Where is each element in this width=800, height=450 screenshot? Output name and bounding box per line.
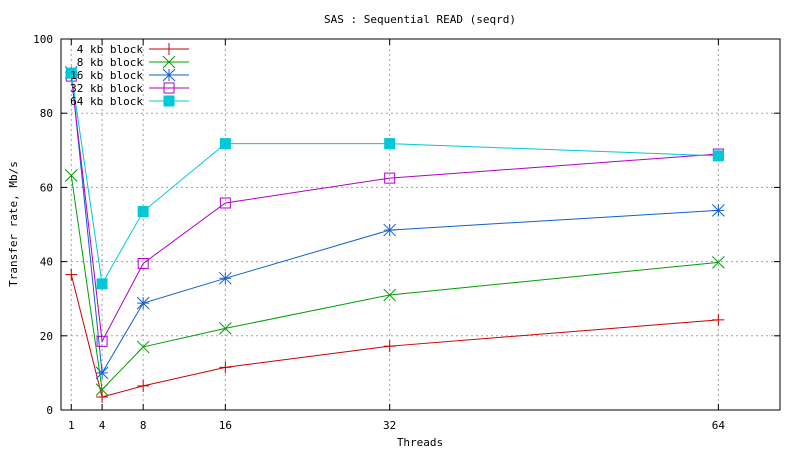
series-line: [70, 73, 719, 286]
data-point-cross: [162, 55, 176, 69]
x-tick-label: 64: [712, 419, 726, 432]
data-point-filled-square: [712, 150, 724, 162]
x-axis-label: Threads: [397, 436, 443, 449]
y-tick-label: 20: [40, 330, 53, 343]
data-point-filled-square: [384, 138, 396, 150]
series: [64, 169, 725, 396]
data-point-plus: [137, 379, 150, 392]
data-point-cross: [218, 322, 232, 335]
series: [65, 67, 724, 290]
x-tick-label: 4: [99, 419, 106, 432]
legend-label: 64 kb block: [70, 95, 143, 108]
data-point-star: [383, 223, 397, 237]
axis-ticks: 0 20 40 60 80 100 1 4 8 16 32 64: [33, 33, 780, 432]
data-point-plus: [219, 361, 232, 374]
legend-label: 4 kb block: [77, 43, 144, 56]
data-point-star: [712, 204, 725, 217]
data-point-star: [95, 366, 109, 380]
data-point-filled-square: [137, 206, 149, 218]
legend-label: 32 kb block: [70, 82, 143, 95]
legend-item: 32 kb block: [70, 82, 189, 95]
data-point-cross: [136, 340, 150, 354]
legend-item: 16 kb block: [70, 68, 189, 82]
series-line: [70, 76, 719, 344]
data-point-cross: [712, 255, 725, 269]
legend-item: 4 kb block: [77, 43, 189, 56]
data-point-cross: [95, 383, 109, 396]
data-point-plus: [96, 391, 109, 404]
data-point-plus: [712, 313, 725, 326]
data-point-open-square: [219, 197, 231, 209]
data-point-open-square: [384, 172, 396, 184]
x-tick-label: 16: [219, 419, 232, 432]
y-tick-label: 0: [46, 404, 53, 417]
data-point-plus: [383, 340, 396, 353]
data-point-plus: [65, 268, 78, 281]
y-tick-label: 80: [40, 107, 53, 120]
y-axis-label: Transfer rate, Mb/s: [7, 161, 20, 287]
legend-label: 8 kb block: [77, 56, 144, 69]
data-point-cross: [383, 288, 397, 302]
x-tick-label: 32: [383, 419, 396, 432]
legend-label: 16 kb block: [70, 69, 143, 82]
series-line: [70, 72, 719, 375]
plot-frame: [60, 38, 781, 411]
x-tick-label: 1: [68, 419, 75, 432]
series-line: [70, 274, 719, 398]
data-point-star: [218, 271, 232, 285]
y-tick-label: 40: [40, 256, 53, 269]
series: [64, 66, 725, 380]
data-point-plus: [163, 43, 175, 55]
data-point-open-square: [163, 82, 175, 94]
data-point-open-square: [137, 257, 149, 269]
data-point-filled-square: [65, 67, 77, 79]
data-point-star: [136, 296, 150, 310]
x-tick-label: 8: [140, 419, 147, 432]
data-point-star: [162, 68, 176, 82]
y-tick-label: 100: [33, 33, 53, 46]
legend-item: 64 kb block: [70, 95, 189, 108]
data-point-open-square: [96, 335, 108, 347]
data-point-filled-square: [219, 138, 231, 150]
data-point-filled-square: [163, 95, 175, 107]
legend-item: 8 kb block: [77, 55, 189, 69]
data-point-filled-square: [96, 278, 108, 290]
chart-title: SAS : Sequential READ (seqrd): [324, 13, 516, 26]
series: [65, 268, 725, 404]
series: [65, 70, 724, 347]
grid-lines: [61, 39, 780, 410]
series-layer: [64, 66, 725, 404]
y-tick-label: 60: [40, 181, 53, 194]
data-point-cross: [64, 169, 78, 182]
series-line: [70, 175, 719, 391]
